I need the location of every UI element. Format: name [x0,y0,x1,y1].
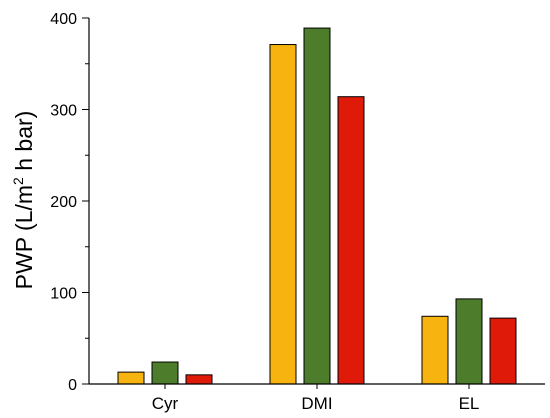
bar-dmi-2 [303,27,331,385]
y-axis-title-main: PWP (L/m [11,185,37,289]
y-tick-label-100: 100 [50,286,77,303]
bar-cyr-1 [117,371,145,385]
y-tick-label-400: 400 [50,11,77,28]
bar-cyr-2 [151,361,179,385]
bars-group [117,27,517,385]
y-tick-label-300: 300 [50,103,77,120]
x-tick-label-cyr: Cyr [152,394,179,413]
y-tick-label-0: 0 [68,377,77,394]
y-axis-title: PWP (L/m2 h bar) [10,111,37,290]
bar-cyr-3 [185,374,213,385]
y-axis-title-tail: h bar) [11,111,37,177]
bar-dmi-1 [269,44,297,385]
y-axis-title-sup: 2 [10,177,26,185]
x-tick-label-el: EL [459,394,480,413]
y-tick-label-200: 200 [50,194,77,211]
x-tick-label-dmi: DMI [301,394,332,413]
bar-el-1 [421,315,449,385]
bar-dmi-3 [337,96,365,385]
ticks-group: Cyr DMI EL 0 100 200 300 400 [50,11,479,413]
bar-el-3 [489,317,517,385]
bar-el-2 [455,298,483,385]
